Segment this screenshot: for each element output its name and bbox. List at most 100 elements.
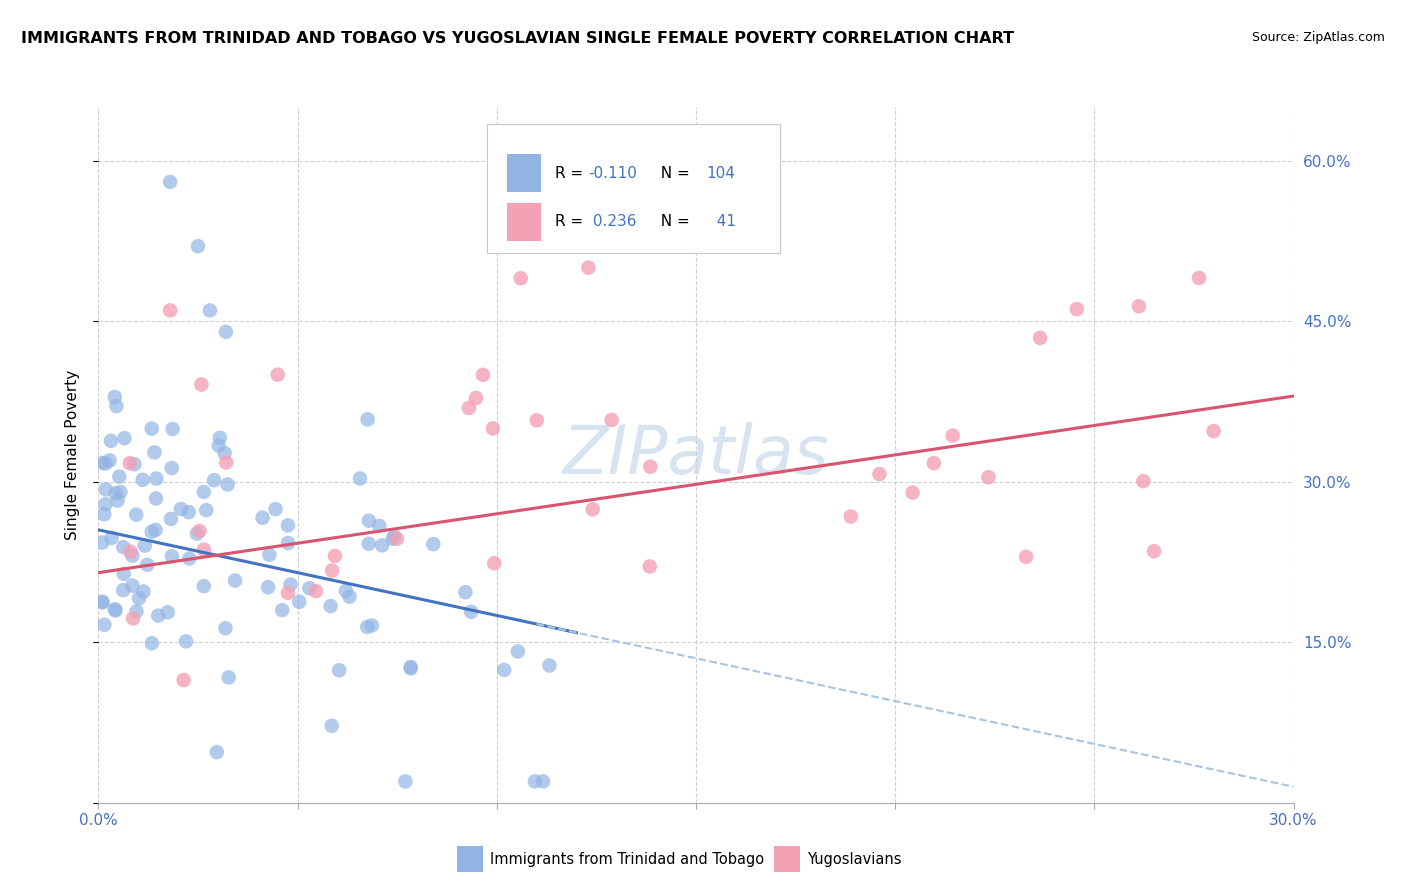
Point <box>156 605 179 619</box>
Point <box>578 260 600 275</box>
Point <box>93 508 115 522</box>
Point <box>104 603 127 617</box>
Point <box>105 399 128 413</box>
Point <box>214 446 236 460</box>
Point <box>531 774 554 789</box>
FancyBboxPatch shape <box>457 846 484 872</box>
Y-axis label: Single Female Poverty: Single Female Poverty <box>65 370 80 540</box>
Point <box>124 457 146 471</box>
Point <box>271 603 294 617</box>
Point <box>454 585 477 599</box>
Point <box>131 473 153 487</box>
Point <box>136 558 159 572</box>
Point <box>399 660 422 674</box>
Text: Yugoslavians: Yugoslavians <box>807 852 901 867</box>
Point <box>91 535 114 549</box>
Point <box>174 634 197 648</box>
Point <box>277 586 299 600</box>
Point <box>188 524 211 538</box>
Point <box>162 422 184 436</box>
Point <box>385 532 408 546</box>
Point <box>104 390 127 404</box>
Point <box>357 537 380 551</box>
Point <box>217 477 239 491</box>
Text: IMMIGRANTS FROM TRINIDAD AND TOBAGO VS YUGOSLAVIAN SINGLE FEMALE POVERTY CORRELA: IMMIGRANTS FROM TRINIDAD AND TOBAGO VS Y… <box>21 31 1014 46</box>
Point <box>422 537 444 551</box>
Point <box>305 584 328 599</box>
Point <box>218 670 240 684</box>
Point <box>1132 474 1154 488</box>
Point <box>91 595 114 609</box>
Text: 104: 104 <box>707 166 735 181</box>
Point <box>457 401 479 415</box>
Point <box>208 431 231 445</box>
Text: 41: 41 <box>707 214 735 229</box>
Text: R =: R = <box>555 166 588 181</box>
Text: -0.110: -0.110 <box>589 166 637 181</box>
Point <box>121 578 143 592</box>
Point <box>460 605 482 619</box>
Point <box>214 621 236 635</box>
Point <box>160 461 183 475</box>
Point <box>143 445 166 459</box>
Point <box>110 485 132 500</box>
Point <box>259 548 281 562</box>
Point <box>368 519 391 533</box>
Point <box>1029 331 1052 345</box>
Point <box>1143 544 1166 558</box>
Point <box>523 774 546 789</box>
Point <box>94 457 117 471</box>
Point <box>381 532 404 546</box>
Point <box>141 524 163 539</box>
Point <box>506 644 529 658</box>
Point <box>122 611 145 625</box>
Point <box>484 556 506 570</box>
Point <box>277 518 299 533</box>
Point <box>170 502 193 516</box>
Point <box>94 483 117 497</box>
Point <box>349 471 371 485</box>
Point <box>277 536 299 550</box>
Point <box>922 456 945 470</box>
Point <box>186 526 208 541</box>
Point <box>104 602 127 616</box>
Point <box>215 325 238 339</box>
Point <box>526 413 548 427</box>
Point <box>1066 302 1088 317</box>
Point <box>112 566 135 581</box>
Point <box>160 549 183 563</box>
Point <box>91 456 114 470</box>
Point <box>120 544 142 558</box>
Point <box>1202 424 1225 438</box>
Point <box>465 391 488 405</box>
Point <box>321 564 343 578</box>
Text: N =: N = <box>651 166 695 181</box>
Text: N =: N = <box>651 214 695 229</box>
Point <box>356 620 378 634</box>
Point <box>179 551 201 566</box>
Point <box>339 590 361 604</box>
Point <box>141 636 163 650</box>
Point <box>600 413 623 427</box>
Point <box>112 540 135 554</box>
Point <box>328 663 350 677</box>
Point <box>257 580 280 594</box>
Point <box>482 421 505 435</box>
Point <box>121 549 143 563</box>
Text: Source: ZipAtlas.com: Source: ZipAtlas.com <box>1251 31 1385 45</box>
Point <box>869 467 891 481</box>
FancyBboxPatch shape <box>486 125 780 253</box>
Point <box>93 617 115 632</box>
Point <box>187 239 209 253</box>
Point <box>298 581 321 595</box>
FancyBboxPatch shape <box>508 154 541 193</box>
Point <box>942 428 965 442</box>
Point <box>839 509 862 524</box>
Text: Immigrants from Trinidad and Tobago: Immigrants from Trinidad and Tobago <box>491 852 765 867</box>
Point <box>472 368 495 382</box>
Point <box>640 459 662 474</box>
Point <box>319 599 342 613</box>
Point <box>267 368 290 382</box>
Point <box>977 470 1000 484</box>
Point <box>288 595 311 609</box>
